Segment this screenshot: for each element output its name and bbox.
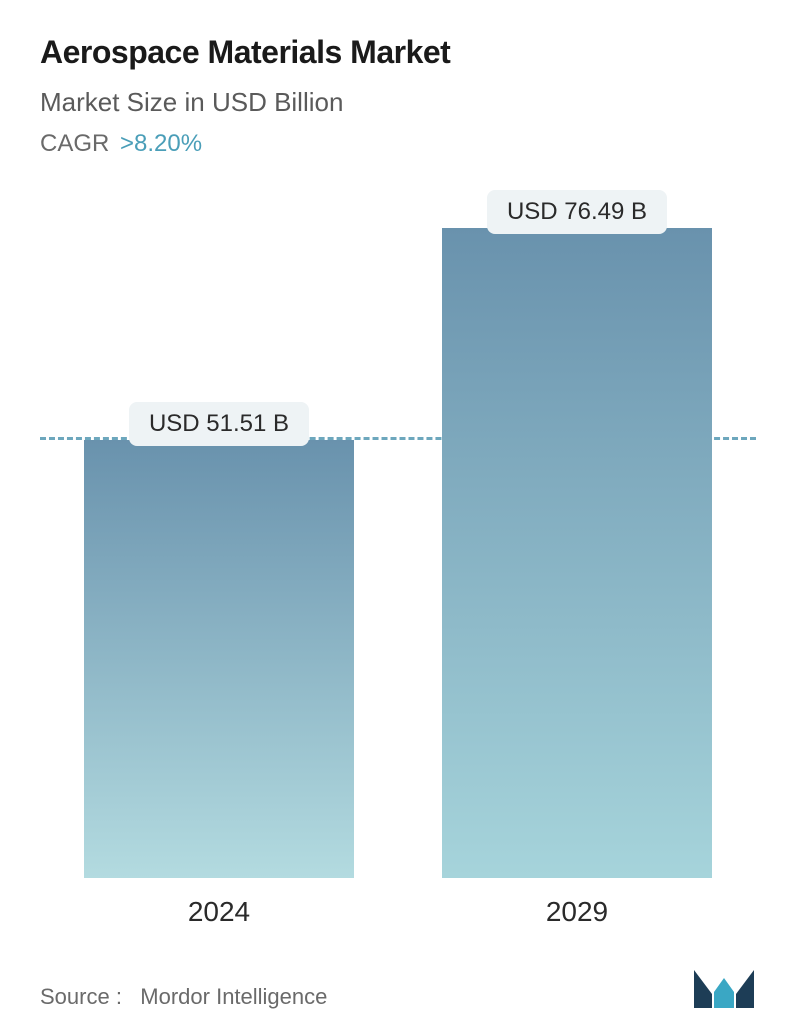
cagr-value: >8.20% bbox=[120, 130, 202, 157]
mordor-logo-icon bbox=[692, 964, 756, 1010]
x-axis-label: 2024 bbox=[84, 896, 354, 928]
footer: Source : Mordor Intelligence bbox=[40, 964, 756, 1010]
chart-area: USD 51.51 BUSD 76.49 B bbox=[40, 198, 756, 878]
source-name: Mordor Intelligence bbox=[140, 984, 327, 1009]
bar-group: USD 51.51 B bbox=[84, 402, 354, 878]
cagr-row: CAGR >8.20% bbox=[40, 130, 756, 158]
value-badge: USD 76.49 B bbox=[487, 190, 667, 234]
bars-container: USD 51.51 BUSD 76.49 B bbox=[40, 198, 756, 878]
value-badge: USD 51.51 B bbox=[129, 402, 309, 446]
source-label: Source : bbox=[40, 984, 122, 1009]
bar bbox=[442, 228, 712, 878]
chart-subtitle: Market Size in USD Billion bbox=[40, 87, 756, 118]
cagr-label: CAGR bbox=[40, 130, 109, 157]
x-axis-labels: 2024 2029 bbox=[40, 896, 756, 928]
logo-path-2 bbox=[714, 978, 734, 1008]
source-text: Source : Mordor Intelligence bbox=[40, 984, 327, 1010]
logo-path-1 bbox=[694, 970, 712, 1008]
chart-title: Aerospace Materials Market bbox=[40, 34, 756, 71]
logo-path-3 bbox=[736, 970, 754, 1008]
x-axis-label: 2029 bbox=[442, 896, 712, 928]
bar bbox=[84, 440, 354, 878]
bar-group: USD 76.49 B bbox=[442, 190, 712, 878]
